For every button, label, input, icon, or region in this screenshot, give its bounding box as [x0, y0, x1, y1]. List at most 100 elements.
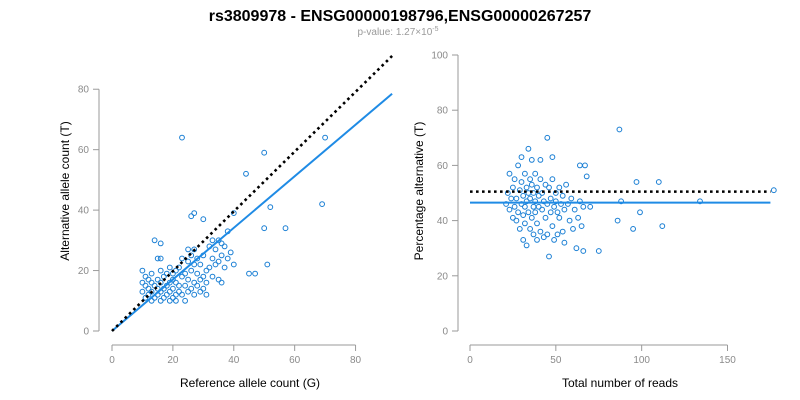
right-data-point [528, 157, 535, 163]
left-data-point [176, 288, 182, 295]
left-data-point [215, 258, 222, 265]
left-data-point [185, 288, 192, 295]
left-data-point [215, 237, 222, 244]
right-data-point [582, 162, 588, 169]
right-data-point [554, 209, 561, 216]
right-x-axis-label: Total number of reads [562, 376, 678, 390]
left-data-point [173, 279, 179, 286]
right-y-tick-label: 60 [437, 161, 449, 172]
right-data-point [770, 187, 777, 194]
left-data-point [157, 267, 164, 274]
left-data-point [142, 294, 149, 301]
right-data-point [537, 176, 544, 183]
left-data-point [170, 294, 176, 301]
right-data-point [540, 198, 547, 205]
right-data-point [528, 181, 535, 188]
right-data-point [575, 214, 581, 221]
left-data-point [145, 285, 152, 292]
right-data-point [525, 145, 532, 152]
right-data-point [561, 206, 568, 213]
right-data-point [544, 231, 551, 238]
left-data-point [166, 288, 173, 295]
right-data-point [527, 176, 533, 183]
left-data-point [188, 285, 195, 292]
right-data-point [552, 198, 559, 205]
right-data-point [559, 228, 566, 235]
right-data-point [587, 203, 594, 210]
left-data-point [209, 237, 216, 244]
right-data-point [577, 198, 583, 205]
right-x-tick-label: 0 [467, 355, 473, 366]
left-data-point [221, 243, 228, 250]
left-data-point [267, 204, 274, 211]
right-data-point [535, 203, 542, 210]
right-data-point [563, 181, 569, 188]
right-data-point [511, 176, 518, 183]
left-data-point [185, 258, 192, 265]
right-data-point [614, 217, 621, 224]
left-x-tick-label: 60 [289, 355, 301, 366]
right-data-point [565, 201, 571, 207]
p-value-subtitle: p-value: 1.27×10-5 [357, 26, 438, 38]
left-data-point [209, 255, 216, 262]
right-data-point [556, 214, 563, 221]
right-data-point [522, 203, 528, 210]
left-data-point [148, 270, 155, 277]
left-data-point [173, 291, 179, 298]
left-data-point [264, 261, 271, 268]
right-data-point [539, 206, 545, 213]
left-data-point [194, 255, 201, 262]
left-x-tick-label: 80 [350, 355, 362, 366]
right-data-point [530, 203, 537, 210]
right-data-point [516, 226, 523, 232]
left-y-tick-label: 40 [78, 206, 90, 217]
scatter-plot-allele-counts: 0 20 40 60 80 0 20 40 60 80 [78, 55, 393, 366]
left-data-point [154, 276, 161, 283]
right-data-point [580, 203, 587, 210]
left-reference-line [111, 55, 393, 332]
left-data-point [163, 270, 170, 277]
right-data-point [537, 228, 544, 235]
left-data-point [179, 291, 185, 298]
right-data-point [544, 134, 551, 141]
right-y-tick-label: 40 [437, 216, 449, 227]
left-data-point [188, 252, 195, 259]
right-data-point [520, 192, 527, 199]
left-data-point [166, 279, 173, 286]
right-data-point [528, 214, 535, 221]
right-data-point [523, 184, 530, 191]
right-data-point [549, 223, 556, 230]
right-data-point [571, 206, 578, 213]
right-data-point [630, 226, 636, 232]
left-data-point [319, 201, 326, 208]
left-y-tick-label: 20 [78, 266, 90, 277]
right-y-axis-label: Percentage alternative (T) [412, 122, 426, 261]
left-data-point [194, 270, 201, 277]
left-data-point [252, 270, 259, 277]
right-data-point [546, 184, 552, 191]
left-data-point [221, 264, 228, 271]
left-data-point [218, 279, 225, 286]
left-data-point [224, 255, 231, 262]
right-x-tick-label: 100 [633, 355, 650, 366]
left-data-point [185, 246, 192, 253]
left-data-point [182, 270, 189, 277]
right-data-point [506, 170, 513, 177]
right-data-point [595, 248, 602, 254]
right-data-point [522, 220, 528, 227]
left-y-axis-label: Alternative allele count (T) [58, 121, 72, 260]
left-data-point [206, 264, 213, 271]
left-data-point [230, 210, 237, 217]
p-value-label: p-value: 1.27×10 [357, 27, 432, 38]
left-data-point [142, 282, 149, 289]
right-data-point [530, 190, 537, 196]
right-data-point [503, 201, 510, 207]
left-data-point [215, 276, 222, 283]
left-data-point [194, 282, 201, 289]
left-y-tick-label: 0 [83, 327, 89, 338]
right-data-point [544, 201, 551, 207]
scatter-plot-percentage: 0 20 40 60 80 100 0 50 100 150 [431, 51, 777, 366]
right-data-point [518, 154, 525, 161]
left-data-point [154, 255, 161, 262]
